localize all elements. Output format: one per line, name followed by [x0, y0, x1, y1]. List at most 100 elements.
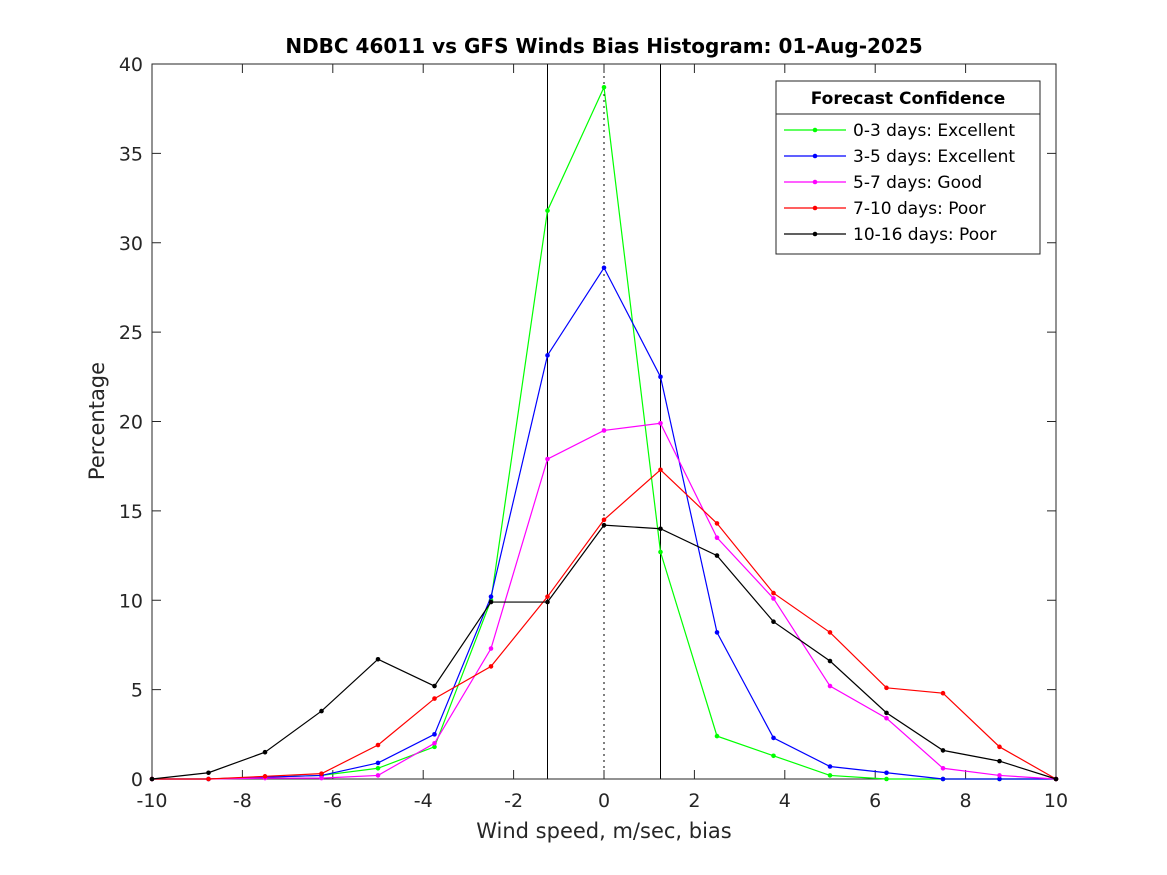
data-point [827, 658, 833, 664]
data-point [884, 715, 889, 721]
legend-entry: 0-3 days: Excellent [853, 121, 1015, 141]
data-point [884, 776, 889, 782]
legend-title: Forecast Confidence [811, 89, 1006, 109]
legend-entry: 10-16 days: Poor [853, 225, 997, 245]
data-point [884, 770, 889, 776]
y-tick-label: 30 [119, 233, 143, 255]
data-point [319, 771, 324, 776]
data-point [262, 774, 268, 779]
legend-entry: 7-10 days: Poor [853, 199, 986, 219]
data-point [771, 590, 776, 596]
data-point [375, 773, 381, 778]
data-point [1053, 776, 1059, 782]
data-point [827, 773, 833, 778]
legend-swatch-marker [812, 179, 818, 185]
data-point [262, 749, 268, 755]
y-tick-label: 15 [119, 501, 143, 523]
y-tick-label: 40 [119, 54, 143, 76]
legend-swatch-marker [812, 231, 818, 237]
data-point [545, 208, 550, 213]
data-point [714, 630, 720, 635]
data-point [432, 740, 437, 746]
data-point [432, 732, 437, 737]
data-point [545, 353, 550, 358]
legend-entry: 5-7 days: Good [853, 173, 982, 193]
data-point [658, 374, 663, 380]
series-4 [149, 467, 1059, 782]
data-point [319, 708, 324, 714]
data-point [658, 526, 663, 532]
data-point [375, 760, 381, 766]
x-tick-label: 10 [1044, 790, 1068, 812]
data-point [658, 549, 663, 555]
data-point [488, 646, 494, 651]
legend-box [775, 80, 1041, 255]
y-tick-label: 0 [131, 769, 143, 791]
data-point [940, 690, 946, 696]
x-tick-label: -2 [504, 790, 523, 812]
x-tick-label: 4 [779, 790, 791, 812]
data-point [658, 467, 663, 473]
legend-swatch-marker [812, 205, 818, 211]
data-point [375, 765, 381, 771]
data-point [488, 599, 494, 605]
data-point [601, 265, 607, 271]
data-point [601, 84, 607, 90]
data-point [827, 683, 833, 689]
data-point [997, 758, 1002, 764]
x-tick-label: 2 [688, 790, 700, 812]
data-point [827, 764, 833, 769]
data-point [771, 619, 776, 624]
data-point [488, 664, 494, 669]
data-point [375, 656, 381, 662]
data-point [149, 776, 155, 782]
data-point [997, 744, 1002, 750]
data-point [714, 733, 720, 739]
data-point [545, 456, 550, 462]
data-point [997, 776, 1002, 782]
data-point [714, 535, 720, 540]
data-point [319, 775, 324, 781]
chart-title: NDBC 46011 vs GFS Winds Bias Histogram: … [285, 34, 922, 58]
data-point [545, 599, 550, 605]
data-point [940, 776, 946, 782]
data-point [601, 517, 607, 523]
y-tick-label: 10 [119, 590, 143, 612]
data-point [488, 594, 494, 599]
legend: Forecast Confidence 0-3 days: Excellent 3-… [775, 80, 1041, 255]
data-point [545, 594, 550, 599]
data-point [714, 553, 720, 558]
data-point [206, 776, 211, 782]
data-point [771, 596, 776, 601]
data-point [940, 748, 946, 753]
x-tick-label: 6 [869, 790, 881, 812]
x-tick-label: -10 [136, 790, 167, 812]
x-tick-label: 0 [598, 790, 610, 812]
data-point [601, 428, 607, 433]
data-point [997, 773, 1002, 778]
legend-entry: 3-5 days: Excellent [853, 147, 1015, 167]
y-tick-label: 25 [119, 322, 143, 344]
legend-swatch-marker [812, 153, 818, 159]
data-point [884, 710, 889, 716]
y-tick-label: 5 [131, 680, 143, 702]
data-point [206, 770, 211, 776]
data-point [940, 765, 946, 771]
data-point [714, 521, 720, 526]
y-tick-label: 35 [119, 143, 143, 165]
data-point [432, 683, 437, 689]
y-axis-label: Percentage [85, 362, 109, 480]
x-tick-label: -6 [323, 790, 342, 812]
x-axis-label: Wind speed, m/sec, bias [476, 819, 732, 843]
data-point [827, 630, 833, 635]
data-point [432, 696, 437, 701]
data-point [884, 685, 889, 691]
data-point [658, 420, 663, 426]
series-5 [149, 522, 1059, 782]
x-tick-label: -8 [233, 790, 252, 812]
x-tick-label: -4 [414, 790, 433, 812]
data-point [771, 735, 776, 741]
data-point [375, 742, 381, 748]
data-point [432, 744, 437, 750]
